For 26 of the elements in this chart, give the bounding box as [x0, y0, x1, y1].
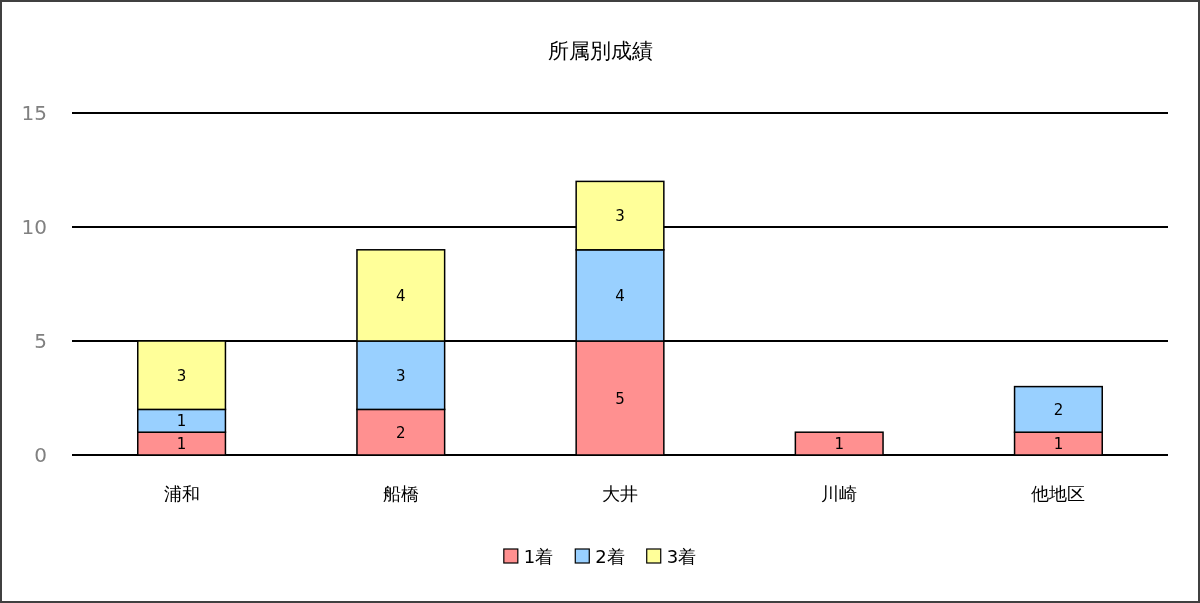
- data-label: 1: [834, 435, 844, 454]
- data-label: 4: [615, 286, 625, 305]
- data-label: 1: [176, 435, 187, 454]
- data-label: 3: [615, 207, 625, 226]
- legend-label: 2着: [595, 546, 625, 567]
- y-tick-label: 15: [21, 101, 47, 125]
- x-tick-label: 川崎: [821, 483, 858, 504]
- data-label: 3: [176, 366, 187, 385]
- data-label: 3: [396, 366, 406, 385]
- data-label: 2: [396, 423, 406, 442]
- data-label: 5: [615, 389, 625, 408]
- data-label: 4: [396, 286, 406, 305]
- x-tick-label: 他地区: [1031, 483, 1086, 504]
- x-tick-label: 浦和: [163, 483, 200, 504]
- y-tick-label: 10: [21, 215, 47, 239]
- y-tick-label: 5: [34, 329, 47, 353]
- data-label: 2: [1053, 400, 1064, 419]
- data-label: 1: [1053, 435, 1064, 454]
- bar: [794, 431, 884, 456]
- chart-title: 所属別成績: [547, 39, 653, 63]
- legend-label: 1着: [523, 546, 554, 567]
- legend-label: 3着: [666, 546, 697, 567]
- data-label: 1: [176, 412, 187, 431]
- y-tick-label: 0: [34, 443, 47, 467]
- x-tick-label: 船橋: [382, 483, 419, 504]
- x-tick-label: 大井: [602, 483, 638, 504]
